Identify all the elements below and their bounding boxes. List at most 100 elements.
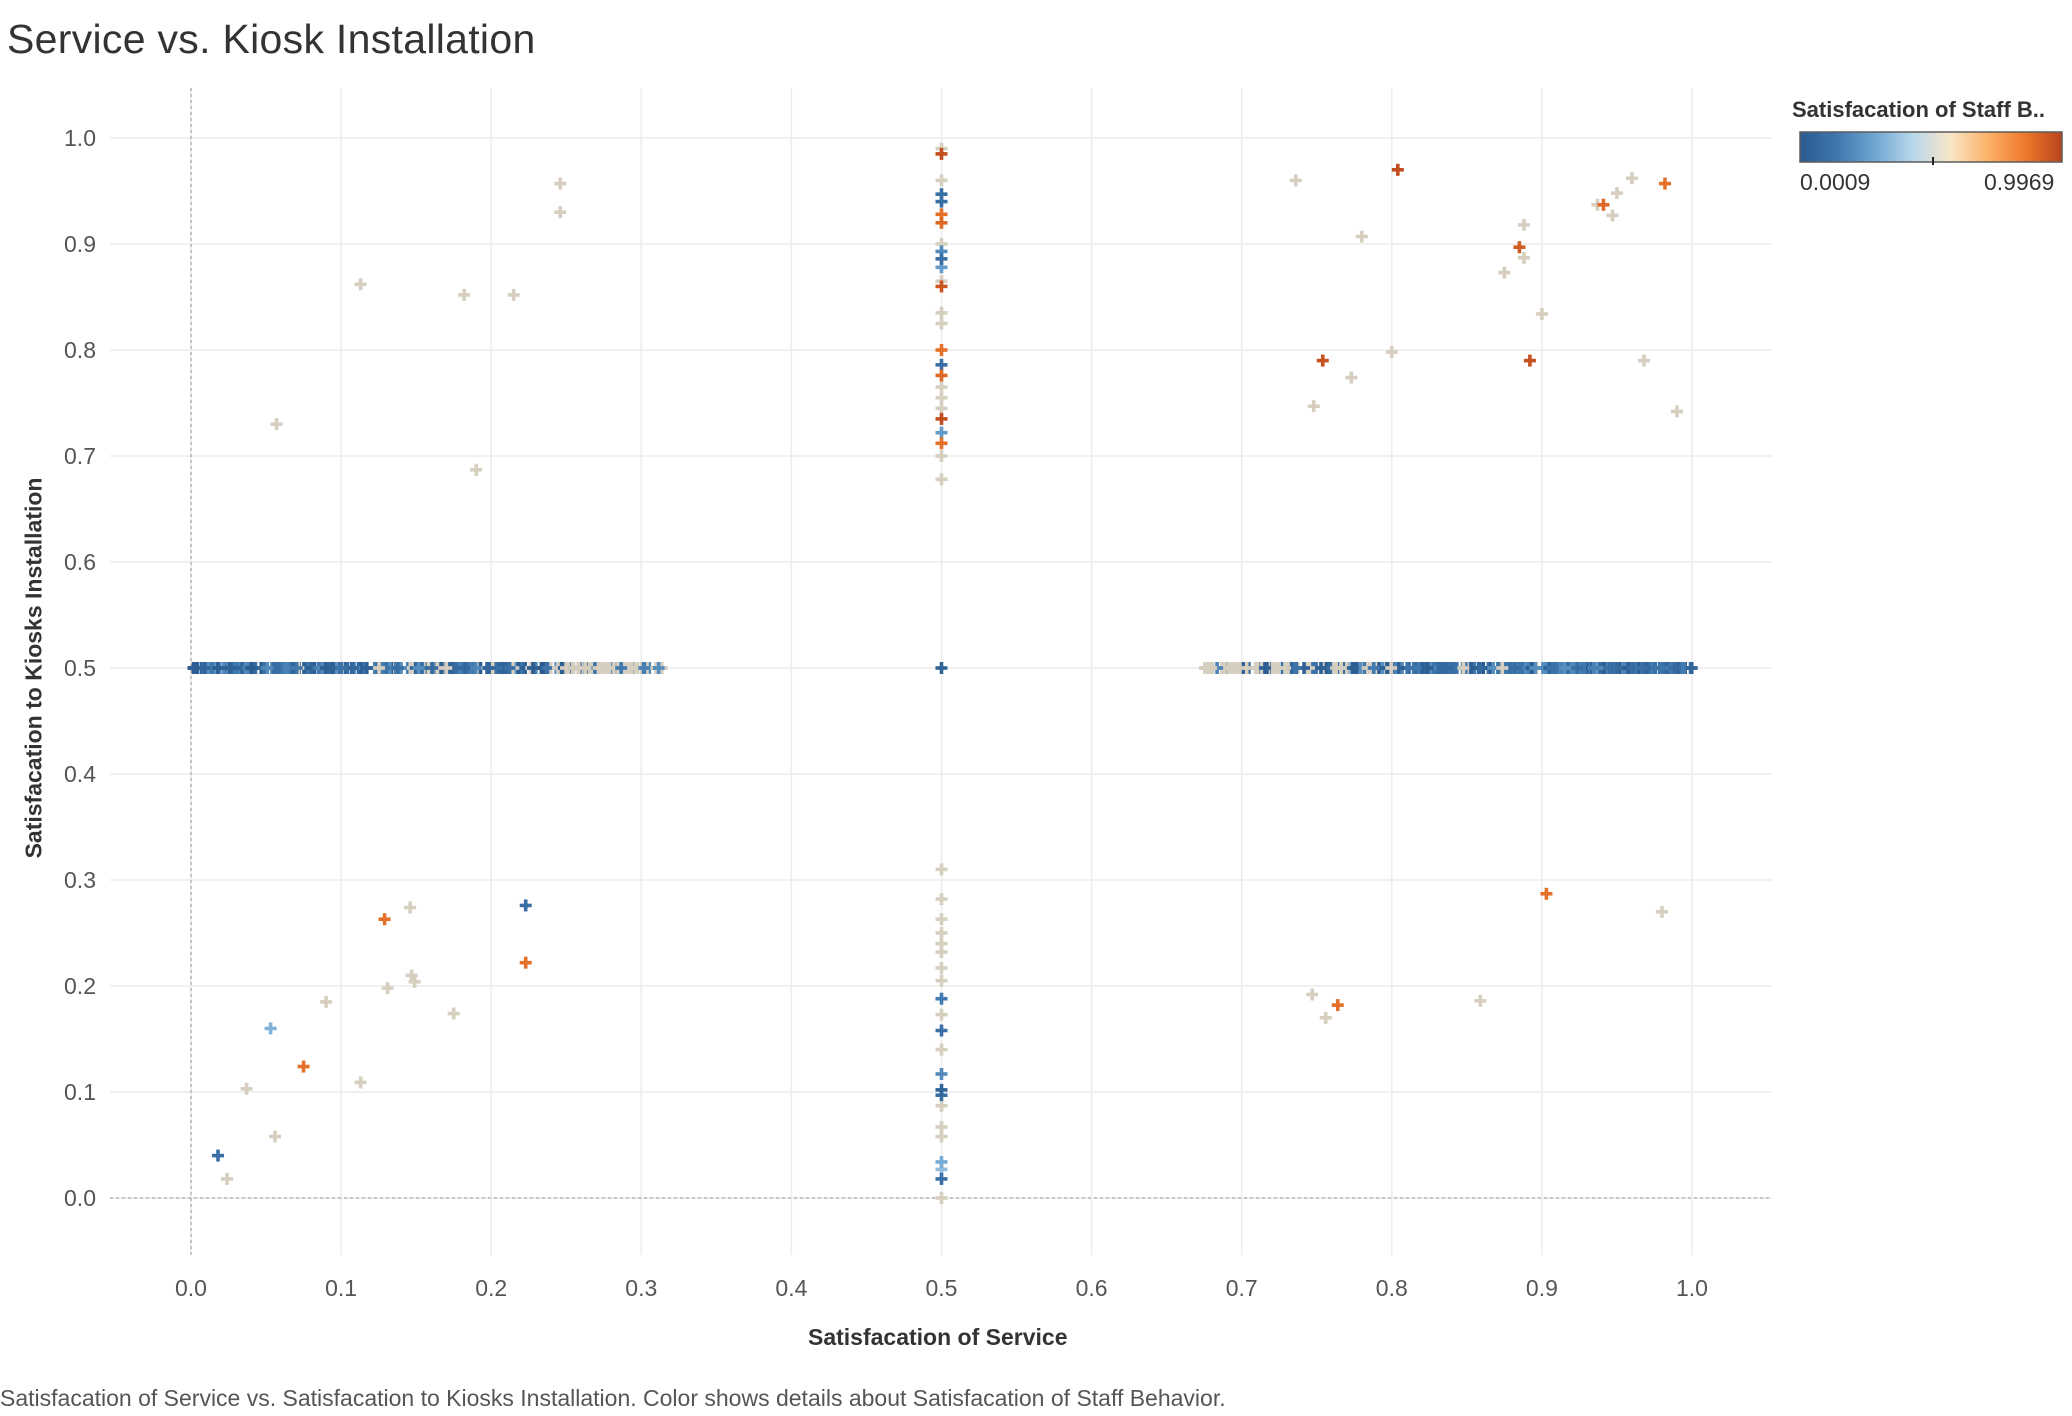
y-tick-label: 0.4 bbox=[64, 761, 96, 787]
data-point bbox=[1474, 994, 1487, 1007]
chart-caption: Satisfacation of Service vs. Satisfacati… bbox=[0, 1385, 1226, 1411]
data-point bbox=[408, 975, 421, 988]
cluster-point bbox=[391, 662, 404, 674]
y-axis-title: Satisfacation to Kiosks Installation bbox=[20, 477, 47, 859]
cluster-point bbox=[412, 662, 425, 674]
data-point bbox=[935, 412, 948, 425]
cluster-point bbox=[1571, 662, 1584, 674]
cluster-point bbox=[458, 662, 471, 674]
cluster-point bbox=[1558, 662, 1571, 674]
data-point bbox=[935, 1172, 948, 1185]
cluster-point bbox=[1496, 662, 1509, 674]
data-point bbox=[1625, 172, 1638, 185]
data-point bbox=[1391, 163, 1404, 176]
data-point bbox=[1670, 405, 1683, 418]
data-point bbox=[935, 1099, 948, 1112]
cluster-point bbox=[1289, 662, 1302, 674]
data-point bbox=[447, 1007, 460, 1020]
data-point bbox=[507, 288, 520, 301]
legend-title: Satisfacation of Staff B.. bbox=[1792, 97, 2046, 122]
cluster-point bbox=[211, 662, 224, 674]
y-tick-label: 0.0 bbox=[64, 1185, 96, 1211]
data-point bbox=[935, 1155, 948, 1168]
data-point bbox=[935, 946, 948, 959]
data-point bbox=[404, 901, 417, 914]
cluster-point bbox=[1330, 662, 1343, 674]
cluster-point bbox=[482, 662, 495, 674]
data-point bbox=[935, 473, 948, 486]
legend-color-bar bbox=[1799, 131, 2063, 163]
data-point bbox=[935, 893, 948, 906]
data-point bbox=[935, 437, 948, 450]
cluster-point bbox=[1529, 662, 1542, 674]
y-tick-label: 0.6 bbox=[64, 549, 96, 575]
x-tick-label: 0.8 bbox=[1376, 1275, 1408, 1301]
data-point bbox=[519, 956, 532, 969]
cluster-point bbox=[335, 662, 348, 674]
data-point bbox=[1597, 198, 1610, 211]
data-point bbox=[1307, 400, 1320, 413]
data-point bbox=[935, 662, 948, 674]
data-point bbox=[1289, 174, 1302, 187]
data-point bbox=[320, 995, 333, 1008]
data-point bbox=[1535, 307, 1548, 320]
data-point bbox=[935, 317, 948, 330]
cluster-point bbox=[615, 662, 628, 674]
cluster-point bbox=[1509, 662, 1522, 674]
y-tick-label: 0.5 bbox=[64, 655, 96, 681]
cluster-point bbox=[1457, 662, 1470, 674]
data-point bbox=[935, 1008, 948, 1021]
data-point bbox=[1637, 354, 1650, 367]
data-point bbox=[1385, 346, 1398, 359]
cluster-point bbox=[1685, 662, 1698, 674]
data-point bbox=[935, 1067, 948, 1080]
data-point bbox=[1498, 266, 1511, 279]
data-point bbox=[470, 463, 483, 476]
cluster-point bbox=[1668, 662, 1681, 674]
data-point bbox=[270, 418, 283, 431]
cluster-point bbox=[440, 662, 453, 674]
x-tick-label: 0.9 bbox=[1526, 1275, 1558, 1301]
data-point bbox=[519, 899, 532, 912]
data-point bbox=[935, 1043, 948, 1056]
data-point bbox=[354, 278, 367, 291]
y-tick-label: 0.1 bbox=[64, 1079, 96, 1105]
data-point bbox=[381, 982, 394, 995]
cluster-point bbox=[319, 662, 332, 674]
data-point bbox=[212, 1149, 225, 1162]
data-point bbox=[935, 280, 948, 293]
legend-max-label: 0.9969 bbox=[1984, 169, 2055, 195]
data-point bbox=[935, 1024, 948, 1037]
data-point bbox=[935, 174, 948, 187]
cluster-point bbox=[638, 662, 651, 674]
data-points bbox=[212, 142, 1683, 1204]
cluster-point bbox=[1635, 662, 1648, 674]
x-tick-label: 0.3 bbox=[625, 1275, 657, 1301]
data-point bbox=[378, 913, 391, 926]
x-tick-label: 0.1 bbox=[325, 1275, 357, 1301]
data-point bbox=[264, 1022, 277, 1035]
data-point bbox=[935, 863, 948, 876]
data-point bbox=[935, 216, 948, 229]
cluster-point bbox=[373, 662, 386, 674]
data-point bbox=[1355, 230, 1368, 243]
cluster-marks bbox=[187, 662, 1698, 674]
cluster-point bbox=[1587, 662, 1600, 674]
data-point bbox=[935, 927, 948, 939]
cluster-point bbox=[1385, 662, 1398, 674]
cluster-point bbox=[1367, 662, 1380, 674]
cluster-point bbox=[1546, 662, 1559, 674]
data-point bbox=[935, 1192, 948, 1204]
cluster-point bbox=[198, 662, 211, 674]
x-tick-label: 0.7 bbox=[1226, 1275, 1258, 1301]
x-tick-label: 0.4 bbox=[775, 1275, 807, 1301]
data-point bbox=[935, 381, 948, 394]
data-point bbox=[1331, 999, 1344, 1012]
data-point bbox=[935, 402, 948, 415]
cluster-point bbox=[1240, 662, 1253, 674]
data-point bbox=[554, 177, 567, 190]
data-point bbox=[935, 992, 948, 1005]
data-point bbox=[1606, 209, 1619, 222]
data-point bbox=[935, 1083, 948, 1096]
